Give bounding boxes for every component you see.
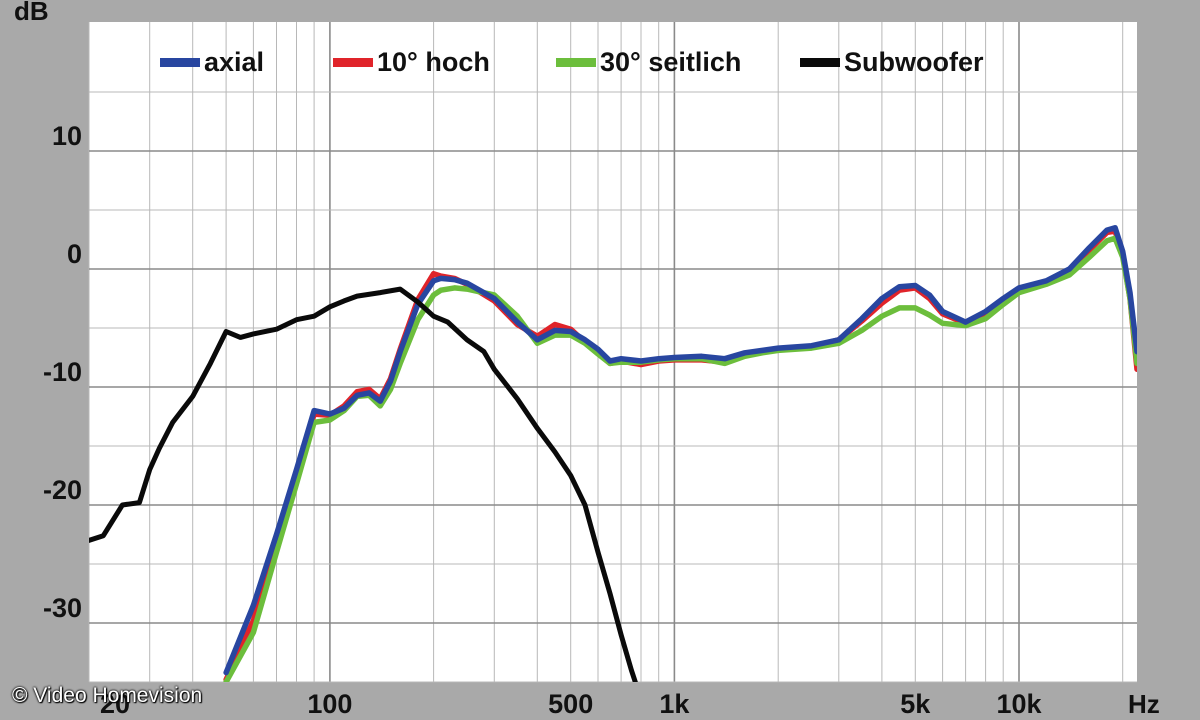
y-unit-label: dB — [14, 0, 49, 26]
series-line-axial — [223, 224, 1137, 676]
x-tick-label: 20 — [100, 689, 130, 719]
legend-swatch — [160, 58, 200, 67]
series-layer — [89, 224, 1137, 682]
legend-label: 10° hoch — [377, 47, 490, 77]
legend-swatch — [800, 58, 840, 67]
legend-swatch — [556, 58, 596, 67]
y-tick-label: 0 — [67, 239, 82, 269]
legend-label: axial — [204, 47, 264, 77]
plot-area — [89, 22, 1137, 682]
y-tick-label: -20 — [43, 475, 82, 505]
y-tick-labels: 10 0 -10 -20 -30 — [43, 121, 82, 623]
legend-swatch — [333, 58, 373, 67]
x-tick-label: 10k — [996, 689, 1042, 719]
legend-item-10-hoch: 10° hoch — [333, 47, 490, 77]
x-tick-label: 5k — [900, 689, 931, 719]
x-tick-labels: 20 100 500 1k 5k 10k — [100, 689, 1043, 719]
legend-item-30-seitlich: 30° seitlich — [556, 47, 741, 77]
y-tick-label: 10 — [52, 121, 82, 151]
legend-label: 30° seitlich — [600, 47, 741, 77]
x-unit-label: Hz — [1128, 689, 1160, 719]
copyright-credit: © Video Homevision — [12, 684, 203, 707]
legend-item-axial: axial — [160, 47, 264, 77]
legend: axial 10° hoch 30° seitlich Subwoofer — [160, 47, 984, 77]
y-tick-label: -30 — [43, 593, 82, 623]
grid — [88, 22, 1137, 683]
x-tick-label: 500 — [548, 689, 593, 719]
legend-label: Subwoofer — [844, 47, 984, 77]
legend-item-subwoofer: Subwoofer — [800, 47, 984, 77]
x-tick-label: 1k — [659, 689, 690, 719]
y-tick-label: -10 — [43, 357, 82, 387]
series-line-subwoofer — [89, 286, 638, 682]
x-tick-label: 100 — [307, 689, 352, 719]
